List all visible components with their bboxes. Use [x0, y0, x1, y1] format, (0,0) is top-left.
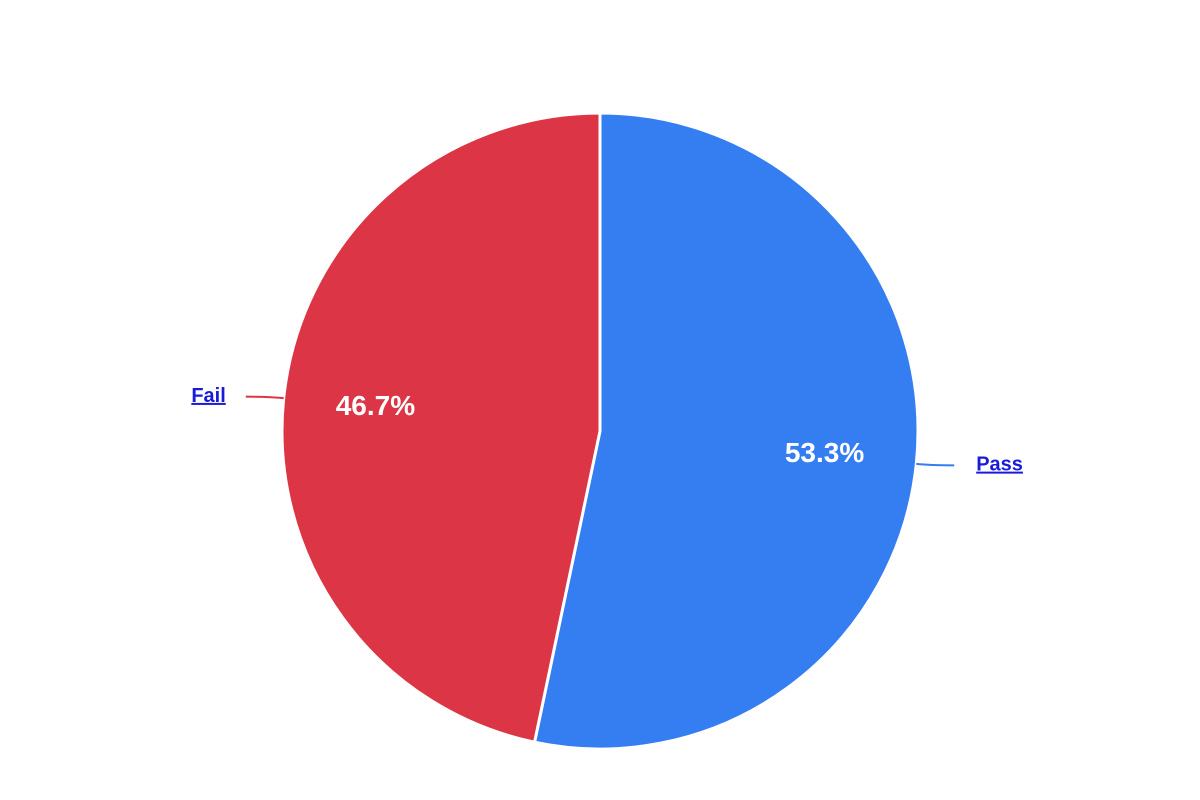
slice-value-label-pass: 53.3% [785, 437, 864, 468]
leader-lines-layer [245, 395, 955, 467]
slice-value-label-fail: 46.7% [336, 390, 415, 421]
category-label-pass[interactable]: Pass [976, 454, 1023, 476]
leader-line-pass [916, 462, 955, 467]
leader-line-fail [245, 395, 284, 400]
slices-layer [280, 111, 920, 751]
category-label-fail[interactable]: Fail [191, 385, 225, 407]
labels-layer: 53.3% Pass 46.7% Fail [191, 385, 1023, 476]
pie-slice-pass[interactable] [533, 111, 920, 751]
pie-slice-fail[interactable] [280, 111, 602, 744]
